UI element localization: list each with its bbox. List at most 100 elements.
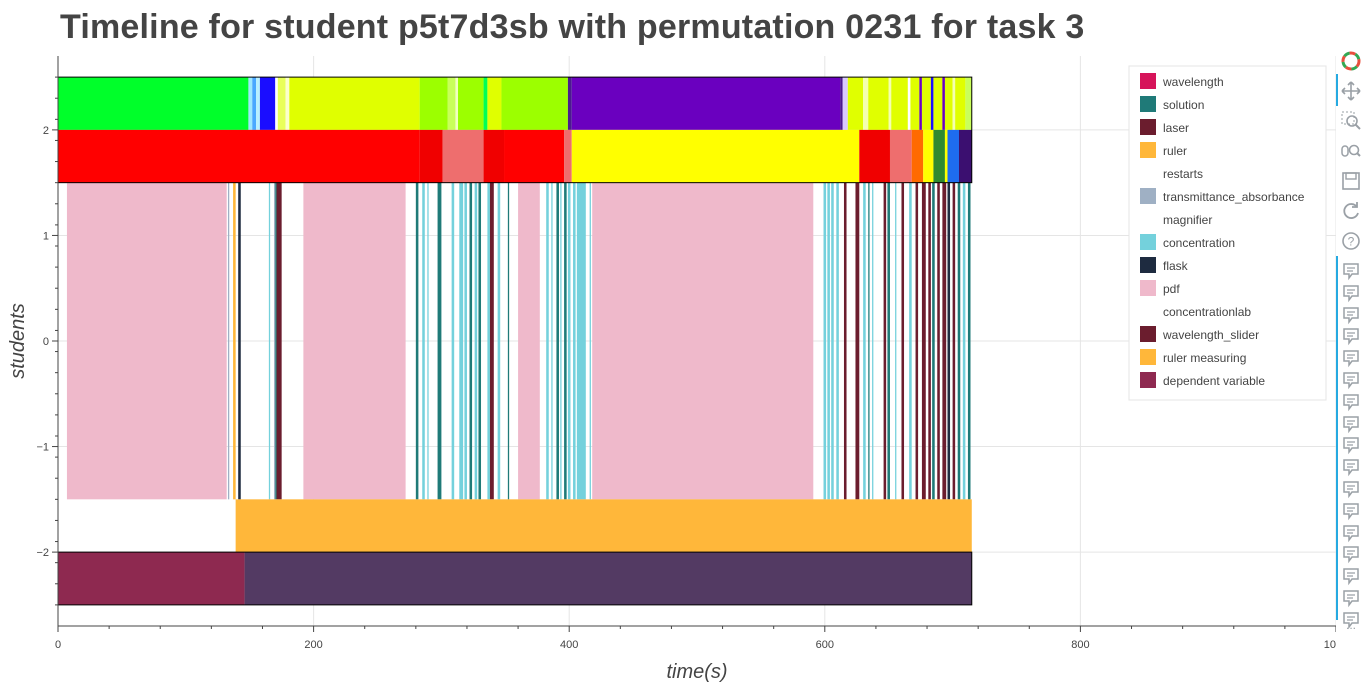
timeline-segment-row-1[interactable]: [889, 129, 912, 183]
timeline-segment-row-2[interactable]: [836, 182, 839, 500]
timeline-segment-row-2[interactable]: [238, 182, 241, 500]
timeline-segment-row-2[interactable]: [422, 182, 425, 500]
timeline-segment-row-0[interactable]: [419, 77, 448, 130]
timeline-segment-row-2[interactable]: [962, 182, 966, 500]
timeline-segment-row-1[interactable]: [923, 129, 934, 183]
legend-label[interactable]: pdf: [1163, 282, 1180, 296]
timeline-segment-row-2[interactable]: [227, 182, 230, 500]
hover-tool-icon[interactable]: [1340, 262, 1362, 281]
timeline-segment-row-2[interactable]: [589, 182, 591, 500]
timeline-segment-row-2[interactable]: [863, 182, 866, 500]
hover-tool-icon[interactable]: [1340, 284, 1362, 303]
hover-tool-icon[interactable]: [1340, 327, 1362, 346]
hover-tool-icon[interactable]: [1340, 524, 1362, 542]
timeline-segment-row-1[interactable]: [419, 129, 443, 183]
timeline-segment-row-2[interactable]: [573, 182, 576, 500]
timeline-segment-row-2[interactable]: [947, 182, 951, 500]
timeline-segment-row-1[interactable]: [483, 129, 505, 183]
timeline-segment-row-2[interactable]: [883, 182, 887, 500]
timeline-segment-row-2[interactable]: [827, 182, 830, 500]
timeline-segment-row-2[interactable]: [957, 182, 961, 500]
timeline-segment-row-2[interactable]: [567, 182, 571, 500]
timeline-segment-row-2[interactable]: [901, 182, 905, 500]
bokeh-logo-icon[interactable]: [1340, 50, 1362, 72]
timeline-segment-row-2[interactable]: [928, 182, 931, 500]
timeline-segment-row-2[interactable]: [843, 182, 847, 500]
timeline-segment-row-2[interactable]: [233, 182, 236, 500]
timeline-segment-row-2[interactable]: [915, 182, 919, 500]
legend-label[interactable]: dependent variable: [1163, 374, 1265, 388]
timeline-segment-row-2[interactable]: [887, 182, 890, 500]
legend-label[interactable]: ruler measuring: [1163, 351, 1246, 365]
hover-tool-icon[interactable]: [1340, 545, 1362, 564]
timeline-segment-row-2[interactable]: [952, 182, 956, 500]
timeline-segment-row-0[interactable]: [933, 77, 943, 130]
hover-tool-icon[interactable]: [1340, 349, 1362, 368]
timeline-segment-row-2[interactable]: [592, 182, 814, 500]
timeline-segment-row-2[interactable]: [66, 182, 227, 500]
timeline-segment-row-2[interactable]: [868, 182, 870, 500]
timeline-segment-row-0[interactable]: [952, 77, 956, 130]
timeline-segment-row-2[interactable]: [937, 182, 940, 500]
timeline-segment-row-0[interactable]: [919, 77, 922, 130]
timeline-segment-row-0[interactable]: [863, 77, 869, 130]
timeline-segment-row-2[interactable]: [921, 182, 926, 500]
timeline-segment-row-2[interactable]: [551, 182, 553, 500]
timeline-segment-row-0[interactable]: [868, 77, 889, 130]
timeline-segment-row-0[interactable]: [571, 77, 841, 130]
timeline-segment-row-0[interactable]: [847, 77, 864, 130]
timeline-segment-row-0[interactable]: [921, 77, 931, 130]
legend-label[interactable]: concentrationlab: [1163, 305, 1251, 319]
legend-label[interactable]: transmittance_absorbance: [1163, 190, 1305, 204]
timeline-segment-row-0[interactable]: [842, 77, 848, 130]
timeline-segment-row-2[interactable]: [469, 182, 473, 500]
timeline-segment-row-0[interactable]: [285, 77, 290, 130]
hover-tool-icon[interactable]: [1340, 436, 1362, 455]
hover-tool-icon[interactable]: [1340, 393, 1362, 412]
timeline-segment-row-2[interactable]: [415, 182, 419, 500]
timeline-segment-row-2[interactable]: [478, 182, 482, 500]
timeline-segment-row-2[interactable]: [909, 182, 912, 500]
timeline-segment-row-4[interactable]: [244, 552, 972, 605]
timeline-segment-row-2[interactable]: [474, 182, 478, 500]
timeline-segment-row-1[interactable]: [911, 129, 924, 183]
help-icon[interactable]: ?: [1340, 230, 1362, 252]
timeline-segment-row-0[interactable]: [910, 77, 920, 130]
timeline-segment-row-0[interactable]: [256, 77, 260, 130]
hover-tool-icon[interactable]: [1340, 458, 1362, 477]
timeline-segment-row-2[interactable]: [268, 182, 271, 500]
timeline-segment-row-2[interactable]: [459, 182, 464, 500]
hover-tool-icon[interactable]: [1340, 502, 1362, 521]
timeline-segment-row-0[interactable]: [891, 77, 908, 130]
timeline-segment-row-4[interactable]: [58, 552, 245, 605]
timeline-segment-row-2[interactable]: [895, 182, 897, 500]
reset-icon[interactable]: [1340, 200, 1362, 222]
timeline-segment-row-0[interactable]: [252, 77, 257, 130]
timeline-segment-row-2[interactable]: [872, 182, 874, 500]
legend-label[interactable]: laser: [1163, 121, 1189, 135]
hover-tool-icon[interactable]: [1340, 611, 1362, 630]
timeline-segment-row-2[interactable]: [497, 182, 501, 500]
timeline-chart[interactable]: 0 200 400 600 800 1000 −2 −1 0 1 2 time(s) student…: [0, 0, 1336, 683]
hover-tool-icon[interactable]: [1340, 371, 1362, 390]
legend-label[interactable]: flask: [1163, 259, 1189, 273]
pan-icon[interactable]: [1340, 80, 1362, 102]
timeline-segment-row-0[interactable]: [277, 77, 286, 130]
legend-label[interactable]: restarts: [1163, 167, 1203, 181]
timeline-segment-row-0[interactable]: [907, 77, 911, 130]
timeline-segment-row-3[interactable]: [235, 499, 972, 553]
timeline-segment-row-2[interactable]: [273, 182, 276, 500]
legend-label[interactable]: wavelength_slider: [1162, 328, 1259, 342]
legend-label[interactable]: ruler: [1163, 144, 1187, 158]
timeline-segment-row-0[interactable]: [458, 77, 484, 130]
timeline-segment-row-0[interactable]: [944, 77, 953, 130]
timeline-segment-row-0[interactable]: [58, 77, 249, 130]
hover-tool-icon[interactable]: [1340, 567, 1362, 586]
timeline-segment-row-2[interactable]: [464, 182, 467, 500]
timeline-segment-row-1[interactable]: [859, 129, 890, 183]
wheel-zoom-icon[interactable]: [1340, 140, 1362, 162]
timeline-segment-row-2[interactable]: [823, 182, 827, 500]
timeline-segment-row-2[interactable]: [831, 182, 834, 500]
timeline-segment-row-0[interactable]: [955, 77, 966, 130]
timeline-segment-row-2[interactable]: [489, 182, 494, 500]
